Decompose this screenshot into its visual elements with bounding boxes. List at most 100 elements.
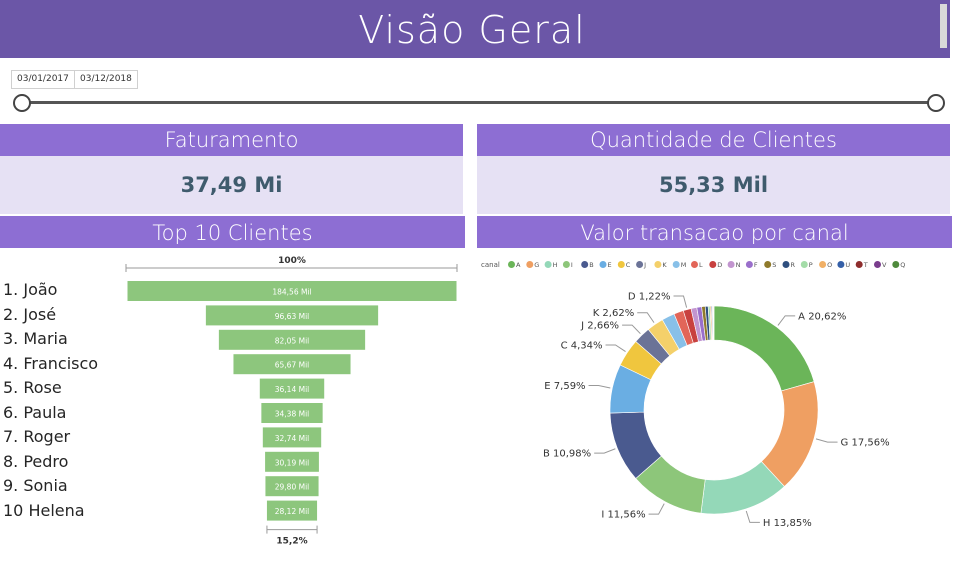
legend-swatch-a[interactable] (508, 261, 515, 268)
donut-data-label-c: C 4,34% (561, 340, 603, 351)
legend-swatch-d[interactable] (709, 261, 717, 268)
client-name: 5. Rose (3, 378, 62, 397)
legend-label-q[interactable]: Q (900, 261, 905, 269)
legend-swatch-s[interactable] (764, 261, 772, 268)
legend-label-i[interactable]: I (571, 261, 573, 269)
clients-value: 55,33 Mil (477, 156, 950, 214)
funnel-bar-value-label: 65,67 Mil (275, 361, 310, 370)
top-clients-header: Top 10 Clientes (0, 216, 465, 248)
donut-leader-line (815, 438, 838, 443)
funnel-bar-value-label: 30,19 Mil (275, 458, 310, 467)
client-name: 7. Roger (3, 427, 71, 446)
client-name: 6. Paula (3, 402, 67, 422)
donut-data-label-d: D 1,22% (628, 292, 671, 303)
donut-data-label-j: J 2,66% (580, 321, 619, 332)
legend-label-o[interactable]: O (827, 261, 832, 269)
legend-label-c[interactable]: C (626, 261, 631, 269)
scrollbar[interactable] (940, 4, 947, 48)
legend-swatch-l[interactable] (691, 261, 698, 268)
legend-label-l[interactable]: L (699, 261, 703, 269)
page-title: Visão Geral (358, 8, 586, 52)
legend-swatch-u[interactable] (837, 261, 845, 268)
funnel-bar[interactable] (262, 427, 322, 448)
legend-swatch-r[interactable] (782, 261, 790, 268)
legend-label-d[interactable]: D (717, 261, 722, 269)
funnel-bar[interactable] (266, 500, 318, 521)
funnel-bar[interactable] (218, 329, 366, 350)
legend-label-b[interactable]: B (589, 261, 593, 269)
funnel-bar[interactable] (127, 281, 457, 301)
funnel-bar[interactable] (233, 354, 351, 375)
legend-swatch-t[interactable] (855, 261, 863, 268)
legend-label-e[interactable]: E (608, 261, 612, 269)
legend-swatch-v[interactable] (874, 261, 881, 268)
legend-swatch-k[interactable] (654, 261, 662, 268)
funnel-bar[interactable] (259, 378, 325, 399)
legend-swatch-h[interactable] (544, 261, 552, 268)
client-name: 9. Sonia (3, 476, 68, 495)
donut-data-label-h: H 13,85% (763, 518, 812, 529)
client-name: 2. José (3, 304, 57, 324)
funnel-bar[interactable] (265, 451, 319, 472)
donut-data-label-g: G 17,56% (841, 438, 890, 449)
funnel-bar[interactable] (265, 476, 319, 497)
legend-label-j[interactable]: J (643, 261, 646, 269)
legend-label-r[interactable]: R (791, 261, 796, 269)
legend-label-m[interactable]: M (681, 261, 687, 269)
date-slider-end-handle[interactable] (927, 94, 945, 112)
legend-label-f[interactable]: F (754, 261, 758, 269)
legend-label-v[interactable]: V (882, 261, 887, 269)
legend-label-a[interactable]: A (516, 261, 521, 269)
funnel-bar-value-label: 184,56 Mil (272, 288, 311, 297)
client-name: 8. Pedro (3, 451, 69, 471)
legend-swatch-c[interactable] (617, 261, 625, 268)
funnel-top-percent: 100% (278, 256, 306, 266)
legend-swatch-g[interactable] (526, 261, 534, 268)
legend-label-t[interactable]: T (863, 261, 868, 269)
donut-data-label-k: K 2,62% (593, 308, 635, 319)
funnel-bar[interactable] (205, 305, 379, 326)
legend-label-p[interactable]: P (809, 261, 813, 269)
client-name: 10 Helena (3, 500, 85, 520)
legend-swatch-q[interactable] (892, 261, 900, 268)
client-name: 4. Francisco (3, 353, 99, 373)
legend-label-g[interactable]: G (534, 261, 539, 269)
legend-title: canal (481, 261, 500, 269)
legend-swatch-e[interactable] (599, 261, 607, 268)
donut-leader-line (745, 510, 760, 523)
date-slider-track[interactable] (22, 101, 936, 104)
end-date-input[interactable]: 03/12/2018 (74, 70, 138, 89)
donut-data-label-i: I 11,56% (601, 510, 645, 521)
donut-leader-line (673, 295, 688, 308)
donut-leader-line (594, 448, 616, 454)
funnel-bottom-percent: 15,2% (276, 537, 307, 547)
legend-swatch-j[interactable] (636, 261, 644, 268)
legend-swatch-n[interactable] (727, 261, 735, 268)
legend-label-k[interactable]: K (662, 261, 667, 269)
channel-chart-header: Valor transacao por canal (477, 216, 952, 248)
legend-label-s[interactable]: S (772, 261, 776, 269)
donut-leader-line (777, 315, 796, 326)
legend-label-u[interactable]: U (845, 261, 850, 269)
clients-card-header: Quantidade de Clientes (477, 124, 950, 156)
legend-swatch-b[interactable] (581, 261, 589, 268)
donut-leader-line (605, 344, 626, 353)
funnel-bar[interactable] (261, 403, 323, 423)
legend-label-n[interactable]: N (736, 261, 741, 269)
top-clients-funnel-chart: 100% 184,56 Mil 96,63 Mil 82,05 Mil 65,67 M… (125, 256, 458, 547)
client-name: 3. Maria (3, 329, 68, 348)
channel-donut-chart: canal A G H I B E C J K M L D N F S R P O U T V Q A 20,62% G 1… (481, 261, 905, 529)
start-date-input[interactable]: 03/01/2017 (11, 70, 75, 89)
donut-data-label-b: B 10,98% (543, 449, 591, 460)
funnel-bar-value-label: 34,38 Mil (275, 410, 310, 419)
donut-leader-line (648, 503, 665, 515)
donut-data-label-e: E 7,59% (544, 381, 585, 392)
legend-swatch-i[interactable] (562, 261, 570, 268)
legend-swatch-m[interactable] (672, 261, 680, 268)
legend-label-h[interactable]: H (553, 261, 558, 269)
legend-swatch-p[interactable] (800, 261, 808, 268)
legend-swatch-o[interactable] (819, 261, 827, 268)
legend-swatch-f[interactable] (745, 261, 753, 268)
date-slider-start-handle[interactable] (13, 94, 31, 112)
title-bar (0, 0, 950, 58)
